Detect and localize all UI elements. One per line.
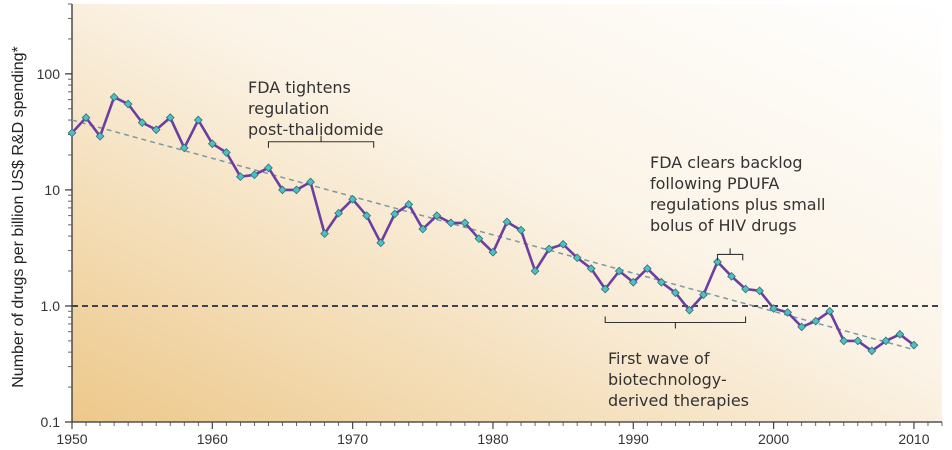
data-point <box>502 217 512 227</box>
x-tick-label: 2010 <box>898 431 929 447</box>
data-point <box>81 113 91 122</box>
data-point <box>685 305 694 315</box>
data-point <box>783 308 793 317</box>
data-point <box>572 253 582 263</box>
data-point <box>404 200 414 209</box>
data-point <box>95 131 105 141</box>
data-point <box>755 286 764 296</box>
annotation-text: post-thalidomide <box>248 120 383 139</box>
annotation-text: First wave of <box>608 349 710 368</box>
annotation-text: biotechnology- <box>608 370 727 389</box>
data-point <box>446 218 456 228</box>
data-point <box>362 211 372 221</box>
data-point <box>586 264 596 273</box>
annotation-3: First wave of biotechnology-derived thera… <box>604 316 749 410</box>
data-point <box>193 115 203 125</box>
data-point <box>474 234 484 244</box>
data-point <box>221 148 231 157</box>
annotation-text: regulation <box>248 99 329 118</box>
x-tick-label: 1980 <box>477 431 508 447</box>
data-point <box>811 316 821 326</box>
annotation-text: following PDUFA <box>650 174 779 193</box>
data-point <box>460 218 470 228</box>
data-point <box>67 128 77 138</box>
data-point <box>656 277 666 287</box>
data-point <box>544 244 554 254</box>
x-tick-label: 1950 <box>56 431 87 447</box>
data-point <box>264 163 273 173</box>
data-point <box>614 266 624 276</box>
data-point <box>867 346 877 356</box>
data-point <box>320 229 329 238</box>
data-point <box>558 239 568 249</box>
data-point <box>825 306 835 316</box>
annotation-1: FDA tightens regulation post-thalidomide <box>248 78 383 148</box>
data-point <box>151 125 161 135</box>
data-point <box>530 266 540 276</box>
data-point <box>642 264 652 273</box>
data-point <box>292 185 301 195</box>
trend-line <box>71 119 915 351</box>
data-point <box>853 336 863 346</box>
y-tick-label: 10 <box>44 182 60 198</box>
annotation-bracket <box>716 248 744 261</box>
annotation-text: bolus of HIV drugs <box>650 216 797 235</box>
annotation-bracket <box>604 316 747 329</box>
y-axis-title: Number of drugs per billion US$ R&D spen… <box>10 46 27 388</box>
data-point <box>713 257 722 267</box>
y-tick-label: 100 <box>37 66 61 82</box>
x-tick-label: 1990 <box>618 431 649 447</box>
data-point <box>432 211 442 221</box>
x-tick-label: 1960 <box>197 431 228 447</box>
data-point <box>797 322 807 332</box>
annotation-text: FDA clears backlog <box>650 153 803 172</box>
data-point <box>179 143 189 153</box>
annotation-text: FDA tightens <box>248 78 351 97</box>
data-point <box>123 99 133 109</box>
data-point <box>699 290 708 300</box>
data-point <box>600 284 610 294</box>
data-point <box>909 340 919 350</box>
data-point <box>418 224 428 234</box>
data-point <box>727 271 736 281</box>
plot-background <box>72 4 942 422</box>
data-point <box>488 247 498 257</box>
data-point <box>376 238 386 248</box>
data-point <box>207 139 217 149</box>
data-point <box>306 177 315 187</box>
y-tick-label: 1.0 <box>41 298 61 314</box>
data-point <box>671 288 680 298</box>
data-point <box>881 336 891 346</box>
data-point <box>516 225 526 235</box>
data-point <box>839 336 849 346</box>
data-point <box>348 194 358 204</box>
annotation-bracket <box>267 135 375 148</box>
data-point <box>741 284 750 294</box>
data-point <box>137 118 147 127</box>
data-point <box>895 329 905 339</box>
data-point <box>334 208 343 218</box>
data-point <box>250 170 259 180</box>
data-point <box>236 172 245 182</box>
annotation-text: derived therapies <box>608 391 749 410</box>
annotation-text: regulations plus small <box>650 195 825 214</box>
y-tick-label: 0.1 <box>41 414 61 430</box>
annotation-2: FDA clears backlog following PDUFA regulat… <box>650 153 825 261</box>
data-point <box>109 92 119 102</box>
x-tick-label: 1970 <box>337 431 368 447</box>
data-point <box>628 277 638 287</box>
data-point <box>165 113 175 122</box>
data-point <box>769 304 778 313</box>
x-tick-label: 2000 <box>758 431 789 447</box>
data-point <box>278 185 287 195</box>
data-point <box>390 209 400 219</box>
